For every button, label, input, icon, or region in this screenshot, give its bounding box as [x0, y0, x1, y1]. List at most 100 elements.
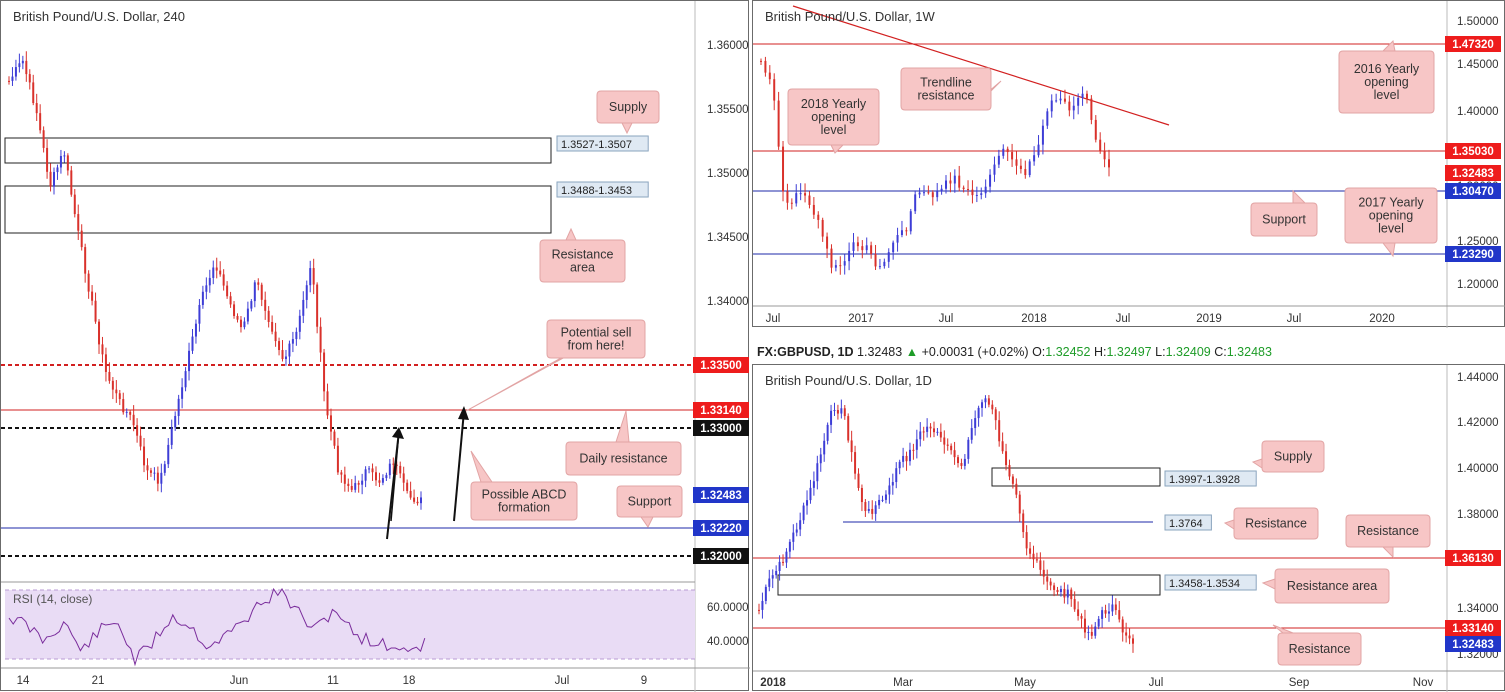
high-label: H:	[1093, 345, 1107, 359]
candle-weekly-candle	[887, 252, 890, 262]
candle-weekly-candle	[1090, 98, 1093, 120]
candle-4h-candle	[56, 167, 59, 173]
zone-label-resistance-area-daily-bg	[1164, 574, 1257, 591]
candle-4h-candle	[302, 299, 305, 316]
candle-daily-candle	[764, 586, 767, 601]
candle-4h-candle	[281, 350, 284, 360]
candle-daily-candle	[912, 449, 915, 451]
candle-weekly-candle	[1081, 93, 1084, 98]
supply-zone-daily	[991, 467, 1161, 487]
time-tick-4h: Jul	[555, 675, 570, 687]
candle-4h-candle	[94, 300, 97, 322]
zone-label-13764: 1.3764	[1169, 518, 1203, 530]
candle-4h-candle	[25, 60, 28, 75]
candle-daily-candle	[775, 570, 778, 576]
callout-daily-resistance-box	[565, 441, 682, 476]
price-tick-weekly: 1.20000	[1457, 279, 1499, 291]
candle-weekly-candle	[1103, 151, 1106, 160]
candle-daily-candle	[1101, 610, 1104, 619]
callout-abcd-pointer	[470, 450, 496, 486]
candle-daily-candle	[792, 532, 795, 542]
candle-4h-candle	[250, 301, 253, 309]
candle-weekly-candle	[918, 192, 921, 195]
candle-weekly-candle	[861, 246, 864, 251]
candle-4h-candle	[381, 478, 384, 483]
price-tag-4h-bg	[693, 487, 749, 503]
callout-support-weekly-box	[1250, 202, 1318, 237]
price-change: +0.00031 (+0.02%)	[921, 345, 1029, 359]
callout-2018-open-text: 2018 Yearly	[801, 97, 867, 111]
time-tick-weekly: 2020	[1369, 313, 1395, 325]
resistance-area-daily	[777, 574, 1161, 596]
candle-daily-candle	[1008, 465, 1011, 477]
callout-resistance-area-daily-text: Resistance area	[1287, 579, 1377, 593]
chart-panel-daily[interactable]: 1.3997-1.3928 1.3764 1.3458-1.3534 Supply Re…	[752, 364, 1505, 692]
candle-4h-candle	[63, 155, 66, 157]
callout-2016-open-text: level	[1374, 88, 1400, 102]
candle-daily-candle	[771, 575, 774, 579]
candle-daily-candle	[1104, 610, 1107, 614]
candle-daily-candle	[888, 485, 891, 495]
candle-weekly-candle	[883, 261, 886, 267]
candle-daily-candle	[1035, 559, 1038, 561]
callout-supply-box	[596, 90, 660, 124]
candle-daily-candle	[864, 502, 867, 511]
callout-resistance-13314-box	[1277, 632, 1362, 666]
candle-weekly-candle	[940, 188, 943, 192]
candle-4h-candle	[298, 315, 301, 332]
zone-label-supply-daily-bg	[1164, 470, 1257, 487]
candle-daily-candle	[994, 409, 997, 421]
candle-4h-candle	[156, 472, 159, 484]
candle-daily-candle	[1053, 585, 1056, 590]
candle-daily-candle	[778, 561, 781, 571]
candle-4h-candle	[226, 285, 229, 297]
candle-weekly-candle	[945, 180, 948, 189]
candle-daily-candle	[998, 420, 1001, 442]
candle-daily-candle	[799, 520, 802, 530]
candle-4h-candle	[132, 414, 135, 426]
candle-4h-candle	[274, 331, 277, 342]
candle-4h-candle	[208, 277, 211, 286]
candle-daily-candle	[1090, 631, 1093, 636]
price-tag-4h: 1.32483	[700, 490, 742, 502]
callout-resistance-13613-text: Resistance	[1357, 524, 1419, 538]
callout-2017-open-text: 2017 Yearly	[1358, 196, 1424, 210]
price-tag-4h: 1.32220	[700, 523, 742, 535]
chart-panel-4h[interactable]: 1.3527-1.3507 1.3488-1.3453 Supply Resistan…	[0, 0, 750, 692]
candle-4h-candle	[305, 285, 308, 300]
trendline-resistance	[792, 5, 1170, 126]
candle-4h-candle	[177, 398, 180, 416]
chart-4h-canvas[interactable]: 1.3527-1.3507 1.3488-1.3453 Supply Resistan…	[1, 1, 750, 692]
candle-daily-candle	[850, 440, 853, 453]
candle-4h-candle	[28, 74, 31, 83]
candle-weekly-candle	[1063, 98, 1066, 102]
chart-daily-canvas[interactable]: 1.3997-1.3928 1.3764 1.3458-1.3534 Supply Re…	[753, 365, 1505, 692]
callout-resistance-13764-box	[1233, 507, 1319, 540]
candle-4h-candle	[288, 343, 291, 357]
candle-daily-candle	[761, 600, 764, 610]
candle-weekly-candle	[931, 192, 934, 198]
time-tick-4h: Jun	[230, 675, 249, 687]
callout-2016-open-text: 2016 Yearly	[1354, 62, 1420, 76]
candle-4h-candle	[329, 415, 332, 432]
price-tag-4h-bg	[693, 520, 749, 536]
candle-daily-candle	[1097, 618, 1100, 627]
candle-weekly-candle	[830, 248, 833, 268]
callout-resistance-area-box	[539, 239, 626, 283]
price-tag-weekly: 1.32483	[1452, 168, 1494, 180]
price-tag-weekly: 1.30470	[1452, 186, 1494, 198]
candle-4h-candle	[291, 339, 294, 344]
candle-daily-candle	[957, 457, 960, 464]
candle-4h-candle	[319, 326, 322, 353]
chart-panel-weekly[interactable]: Trendline resistance 2018 Yearly opening lev…	[752, 0, 1505, 328]
candle-weekly-candle	[1019, 165, 1022, 170]
callout-support-box	[616, 485, 683, 518]
candle-4h-candle	[122, 399, 125, 413]
candle-weekly-candle	[817, 214, 820, 220]
price-tag-4h-bg	[693, 357, 749, 373]
callout-2017-open-text: opening	[1369, 209, 1414, 223]
candle-weekly-candle	[821, 219, 824, 237]
callout-resistance-13764-text: Resistance	[1245, 517, 1307, 531]
candle-daily-candle	[847, 416, 850, 441]
